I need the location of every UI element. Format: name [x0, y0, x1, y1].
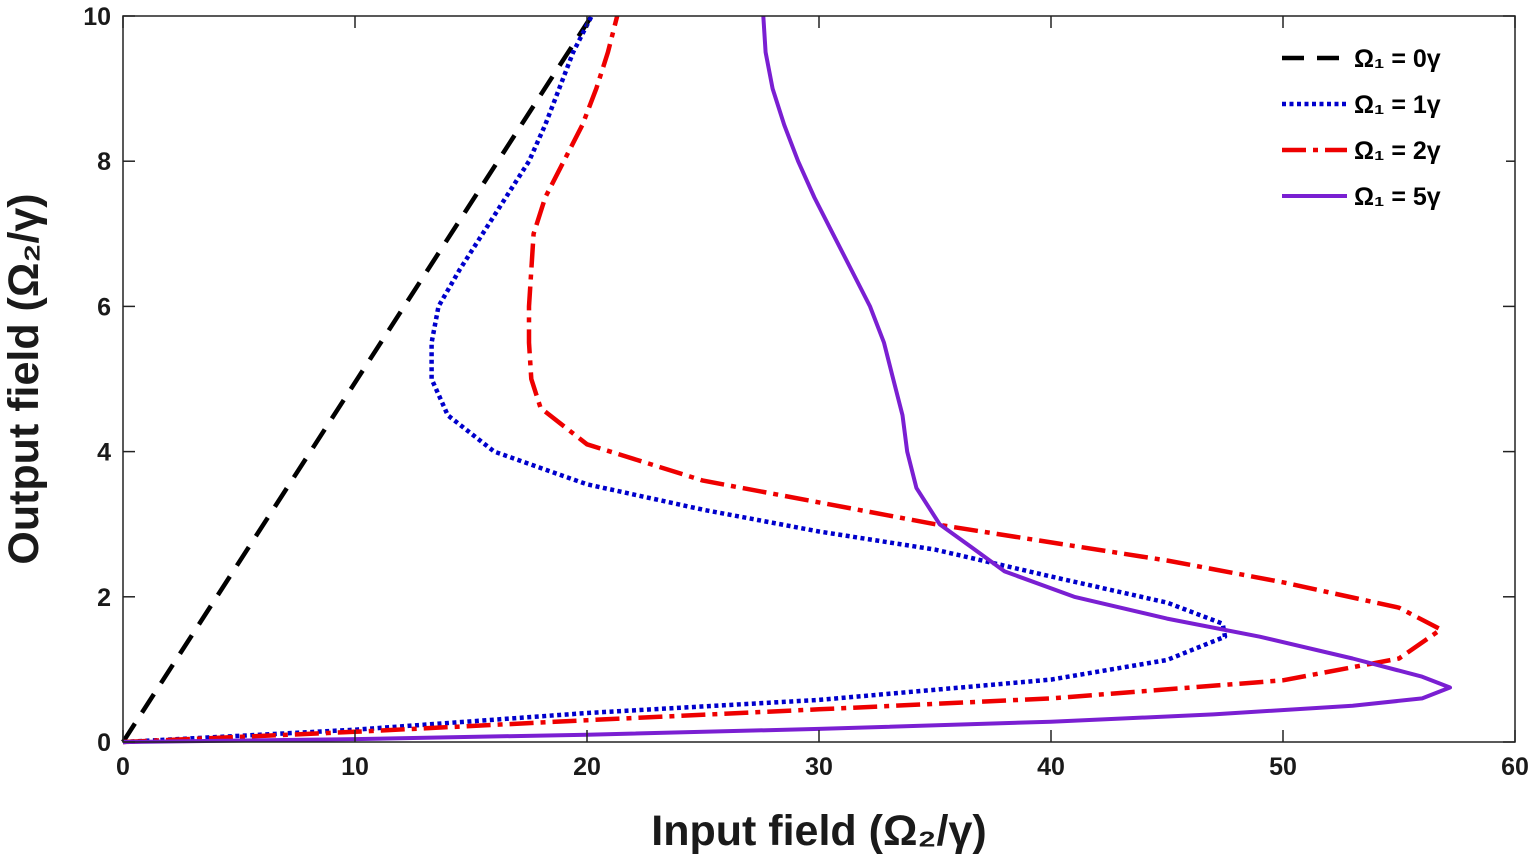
x-tick-label: 40: [1037, 753, 1065, 781]
legend-label-2: Ω₁ = 2γ: [1354, 137, 1441, 165]
y-tick-label: 4: [97, 439, 111, 467]
legend: Ω₁ = 0γ Ω₁ = 1γ Ω₁ = 2γ Ω₁ = 5γ: [1270, 30, 1506, 216]
legend-label-0: Ω₁ = 0γ: [1354, 45, 1441, 73]
series-line-3: [122, 15, 1452, 744]
x-tick-label: 10: [341, 753, 369, 781]
x-axis-label: Input field (Ω₂/γ): [651, 807, 986, 855]
legend-label-1: Ω₁ = 1γ: [1354, 91, 1441, 119]
y-tick-label: 10: [83, 3, 111, 31]
y-tick-label: 6: [97, 293, 111, 321]
y-tick-label: 0: [97, 729, 111, 757]
axis-ticks: 0 10 20 30 40 50 60 0 2 4 6 8 10: [83, 3, 1529, 781]
y-tick-label: 8: [97, 148, 111, 176]
x-tick-label: 0: [116, 753, 130, 781]
series-line-0: [121, 14, 594, 744]
x-tick-label: 20: [573, 753, 601, 781]
y-axis-label: Output field (Ω₂/γ): [0, 193, 48, 564]
series-line-1: [122, 14, 1228, 745]
legend-label-3: Ω₁ = 5γ: [1354, 183, 1441, 211]
x-tick-label: 30: [805, 753, 833, 781]
x-tick-label: 50: [1269, 753, 1297, 781]
legend-background: [1270, 30, 1506, 216]
plot-lines: [121, 14, 1452, 745]
y-tick-label: 2: [97, 584, 111, 612]
series-line-2: [122, 15, 1444, 745]
x-tick-label: 60: [1501, 753, 1529, 781]
